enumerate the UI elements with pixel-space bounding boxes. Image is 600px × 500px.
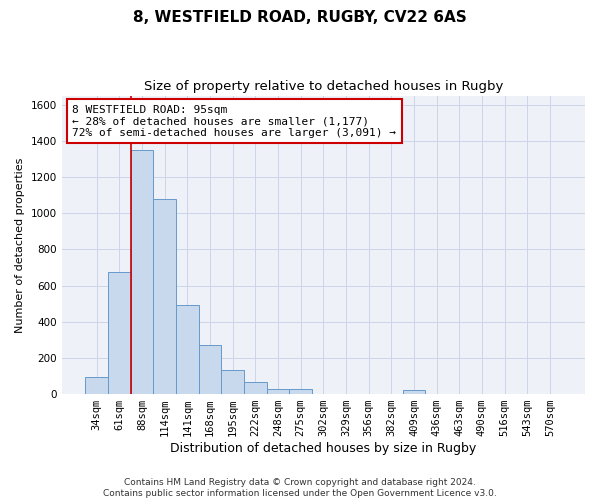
Bar xyxy=(199,345,221,394)
Bar xyxy=(289,388,312,394)
X-axis label: Distribution of detached houses by size in Rugby: Distribution of detached houses by size … xyxy=(170,442,476,455)
Bar xyxy=(154,198,176,394)
Bar xyxy=(403,390,425,394)
Bar xyxy=(221,370,244,394)
Bar xyxy=(244,382,266,394)
Bar xyxy=(85,377,108,394)
Text: 8 WESTFIELD ROAD: 95sqm
← 28% of detached houses are smaller (1,177)
72% of semi: 8 WESTFIELD ROAD: 95sqm ← 28% of detache… xyxy=(72,104,396,138)
Text: Contains HM Land Registry data © Crown copyright and database right 2024.
Contai: Contains HM Land Registry data © Crown c… xyxy=(103,478,497,498)
Bar xyxy=(108,272,131,394)
Text: 8, WESTFIELD ROAD, RUGBY, CV22 6AS: 8, WESTFIELD ROAD, RUGBY, CV22 6AS xyxy=(133,10,467,25)
Y-axis label: Number of detached properties: Number of detached properties xyxy=(15,157,25,332)
Title: Size of property relative to detached houses in Rugby: Size of property relative to detached ho… xyxy=(143,80,503,93)
Bar xyxy=(266,388,289,394)
Bar xyxy=(176,306,199,394)
Bar xyxy=(131,150,154,394)
